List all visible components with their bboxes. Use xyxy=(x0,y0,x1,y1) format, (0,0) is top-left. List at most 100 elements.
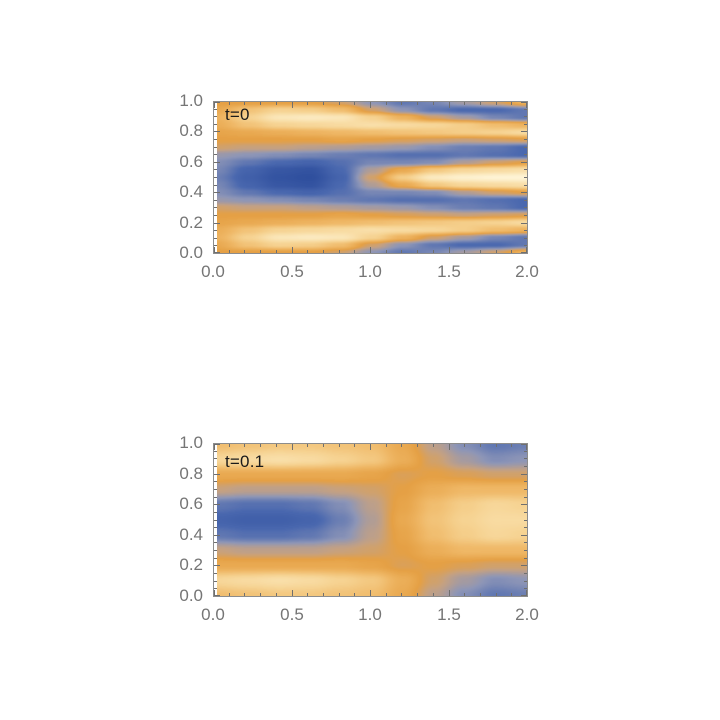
x-major-tick-top xyxy=(449,102,450,108)
x-minor-tick-top xyxy=(307,102,308,105)
y-tick-label: 0.4 xyxy=(179,525,203,544)
y-tick-label: 0.8 xyxy=(179,464,203,483)
time-label: t=0 xyxy=(225,105,250,124)
heatmap-canvas-t0 xyxy=(217,102,527,253)
x-minor-tick-top xyxy=(229,102,230,105)
x-minor-tick xyxy=(417,593,418,596)
x-minor-tick xyxy=(401,250,402,253)
x-minor-tick-top xyxy=(480,444,481,447)
y-tick-label: 1.0 xyxy=(179,433,203,452)
y-minor-tick-right xyxy=(524,215,527,216)
y-major-tick-right xyxy=(521,192,527,193)
y-major-tick xyxy=(214,474,220,475)
y-major-tick-right xyxy=(521,252,527,253)
y-minor-tick-right xyxy=(524,550,527,551)
y-major-tick-right xyxy=(521,102,527,103)
x-minor-tick xyxy=(260,250,261,253)
x-minor-tick-top xyxy=(244,102,245,105)
x-minor-tick xyxy=(244,593,245,596)
y-minor-tick-right xyxy=(524,512,527,513)
x-minor-tick xyxy=(480,250,481,253)
x-minor-tick-top xyxy=(511,102,512,105)
y-minor-tick-right xyxy=(524,497,527,498)
y-minor-tick-right xyxy=(524,481,527,482)
x-minor-tick-top xyxy=(260,444,261,447)
y-tick-label: 1.0 xyxy=(179,91,203,110)
x-major-tick xyxy=(370,247,371,253)
x-minor-tick-top xyxy=(307,444,308,447)
y-minor-tick-right xyxy=(524,124,527,125)
x-major-tick xyxy=(449,247,450,253)
y-minor-tick xyxy=(214,527,217,528)
y-minor-tick xyxy=(214,185,217,186)
y-major-tick xyxy=(214,595,220,596)
y-minor-tick-right xyxy=(524,451,527,452)
y-minor-tick-right xyxy=(524,489,527,490)
density-plot-t0: t=0 0.0 0.5 1.0 1.5 2.0 0.0 0.2 0.4 0.6 0.8 1.0 xyxy=(179,91,538,281)
x-major-tick-top xyxy=(292,102,293,108)
y-minor-tick-right xyxy=(524,527,527,528)
y-minor-tick-right xyxy=(524,588,527,589)
x-major-tick xyxy=(292,247,293,253)
y-major-tick-right xyxy=(521,444,527,445)
y-minor-tick xyxy=(214,109,217,110)
x-minor-tick-top xyxy=(464,102,465,105)
x-minor-tick-top xyxy=(401,102,402,105)
x-minor-tick-top xyxy=(511,444,512,447)
y-minor-tick-right xyxy=(524,542,527,543)
x-minor-tick-top xyxy=(480,102,481,105)
y-minor-tick xyxy=(214,154,217,155)
y-minor-tick-right xyxy=(524,154,527,155)
y-minor-tick-right xyxy=(524,177,527,178)
x-minor-tick-top xyxy=(323,102,324,105)
x-minor-tick xyxy=(433,250,434,253)
x-minor-tick-top xyxy=(244,444,245,447)
y-minor-tick-right xyxy=(524,520,527,521)
x-minor-tick xyxy=(354,250,355,253)
y-minor-tick-right xyxy=(524,139,527,140)
y-minor-tick-right xyxy=(524,238,527,239)
x-minor-tick xyxy=(433,593,434,596)
y-minor-tick xyxy=(214,512,217,513)
y-minor-tick xyxy=(214,116,217,117)
y-tick-label: 0.0 xyxy=(179,243,203,262)
x-minor-tick xyxy=(386,250,387,253)
x-tick-label: 1.0 xyxy=(358,262,382,281)
y-minor-tick xyxy=(214,215,217,216)
x-tick-label: 0.0 xyxy=(201,605,225,624)
y-minor-tick xyxy=(214,147,217,148)
y-major-tick xyxy=(214,223,220,224)
x-minor-tick xyxy=(229,250,230,253)
y-minor-tick xyxy=(214,124,217,125)
x-minor-tick xyxy=(244,250,245,253)
y-minor-tick-right xyxy=(524,200,527,201)
x-minor-tick xyxy=(417,250,418,253)
y-minor-tick xyxy=(214,542,217,543)
x-minor-tick-top xyxy=(276,444,277,447)
x-minor-tick-top xyxy=(417,444,418,447)
y-tick-label: 0.6 xyxy=(179,494,203,513)
x-minor-tick-top xyxy=(354,102,355,105)
x-major-tick xyxy=(449,590,450,596)
y-tick-label: 0.0 xyxy=(179,586,203,605)
x-minor-tick-top xyxy=(339,102,340,105)
x-tick-label: 1.0 xyxy=(358,605,382,624)
y-minor-tick xyxy=(214,497,217,498)
x-minor-tick xyxy=(354,593,355,596)
y-minor-tick-right xyxy=(524,169,527,170)
x-tick-label: 0.0 xyxy=(201,262,225,281)
x-tick-label: 2.0 xyxy=(515,605,539,624)
x-minor-tick xyxy=(496,593,497,596)
x-minor-tick xyxy=(307,593,308,596)
y-minor-tick xyxy=(214,588,217,589)
y-minor-tick xyxy=(214,466,217,467)
y-major-tick-right xyxy=(521,131,527,132)
y-minor-tick xyxy=(214,169,217,170)
x-minor-tick xyxy=(229,593,230,596)
y-major-tick xyxy=(214,192,220,193)
x-minor-tick-top xyxy=(260,102,261,105)
x-major-tick xyxy=(292,590,293,596)
y-minor-tick-right xyxy=(524,458,527,459)
y-tick-label: 0.8 xyxy=(179,121,203,140)
y-minor-tick xyxy=(214,520,217,521)
